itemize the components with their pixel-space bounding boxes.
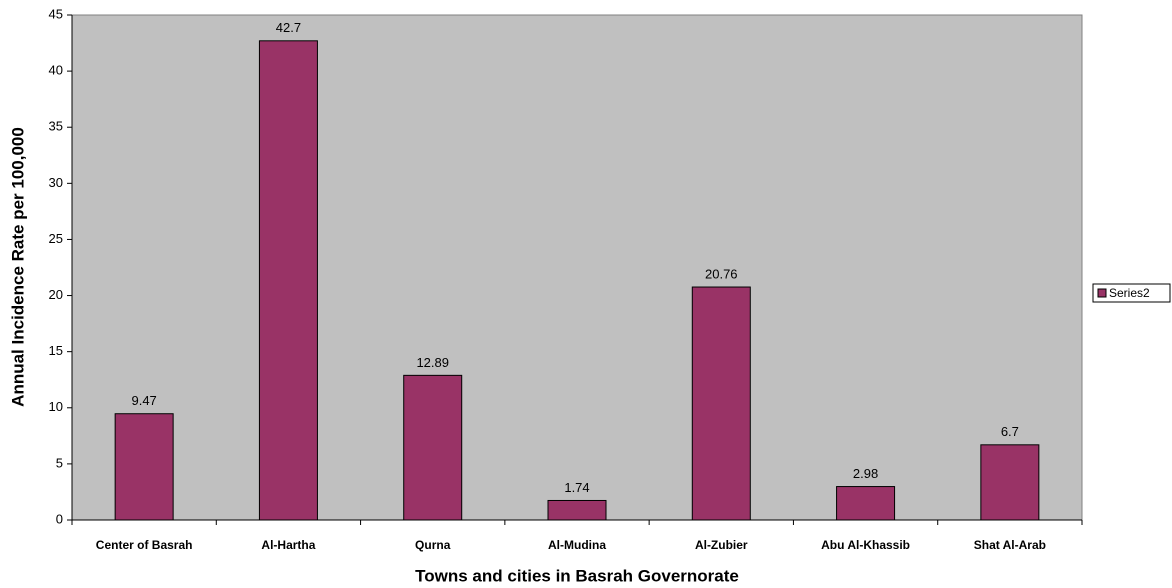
bar (836, 486, 896, 521)
legend-label: Series2 (1109, 286, 1150, 300)
bar (258, 40, 318, 521)
y-tick-label: 40 (49, 63, 63, 78)
y-tick-label: 30 (49, 175, 63, 190)
data-label: 20.76 (705, 266, 738, 281)
y-tick-label: 0 (56, 511, 63, 526)
x-tick-label: Al-Zubier (695, 538, 748, 552)
x-tick-label: Al-Mudina (548, 538, 606, 552)
x-tick-label: Al-Hartha (261, 538, 315, 552)
data-label: 6.7 (1001, 424, 1019, 439)
data-label: 9.47 (131, 393, 156, 408)
y-tick-label: 25 (49, 231, 63, 246)
y-tick-label: 10 (49, 399, 63, 414)
x-tick-label: Qurna (415, 538, 451, 552)
bar (980, 444, 1040, 521)
data-label: 42.7 (276, 20, 301, 35)
y-tick-label: 45 (49, 6, 63, 21)
bar (691, 286, 751, 521)
x-tick-label: Abu Al-Khassib (821, 538, 910, 552)
x-axis-title: Towns and cities in Basrah Governorate (415, 566, 739, 585)
data-label: 12.89 (416, 355, 449, 370)
y-axis-title: Annual Incidence Rate per 100,000 (8, 127, 27, 407)
y-tick-label: 15 (49, 343, 63, 358)
plot-area (71, 14, 1083, 521)
y-tick-label: 20 (49, 287, 63, 302)
x-tick-label: Center of Basrah (96, 538, 193, 552)
data-label: 2.98 (853, 466, 878, 481)
bar (547, 499, 607, 521)
bar (403, 374, 463, 521)
data-label: 1.74 (564, 480, 589, 495)
legend-box (1092, 283, 1171, 303)
y-tick-label: 35 (49, 119, 63, 134)
bar (114, 413, 174, 521)
y-tick-label: 5 (56, 455, 63, 470)
x-tick-label: Shat Al-Arab (974, 538, 1046, 552)
legend-swatch (1097, 288, 1107, 298)
